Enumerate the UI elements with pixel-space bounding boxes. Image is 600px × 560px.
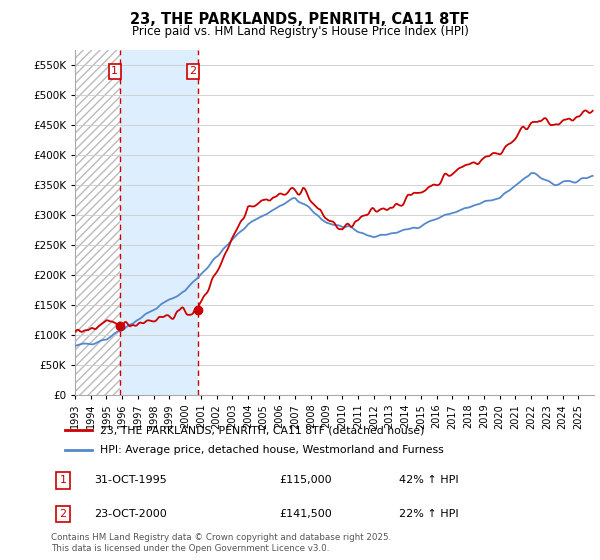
- Text: £115,000: £115,000: [279, 475, 332, 486]
- Bar: [119, 50, 198, 395]
- Text: 1: 1: [111, 67, 118, 76]
- Text: 23, THE PARKLANDS, PENRITH, CA11 8TF: 23, THE PARKLANDS, PENRITH, CA11 8TF: [130, 12, 470, 27]
- Text: HPI: Average price, detached house, Westmorland and Furness: HPI: Average price, detached house, West…: [100, 445, 443, 455]
- Text: 23, THE PARKLANDS, PENRITH, CA11 8TF (detached house): 23, THE PARKLANDS, PENRITH, CA11 8TF (de…: [100, 425, 424, 435]
- Text: 2: 2: [59, 509, 67, 519]
- Text: 42% ↑ HPI: 42% ↑ HPI: [398, 475, 458, 486]
- Text: 2: 2: [190, 67, 197, 76]
- Text: 31-OCT-1995: 31-OCT-1995: [94, 475, 167, 486]
- Text: 1: 1: [59, 475, 67, 486]
- Text: £141,500: £141,500: [279, 509, 332, 519]
- Text: 22% ↑ HPI: 22% ↑ HPI: [398, 509, 458, 519]
- Text: Contains HM Land Registry data © Crown copyright and database right 2025.
This d: Contains HM Land Registry data © Crown c…: [51, 533, 391, 553]
- Text: 23-OCT-2000: 23-OCT-2000: [94, 509, 167, 519]
- Text: Price paid vs. HM Land Registry's House Price Index (HPI): Price paid vs. HM Land Registry's House …: [131, 25, 469, 38]
